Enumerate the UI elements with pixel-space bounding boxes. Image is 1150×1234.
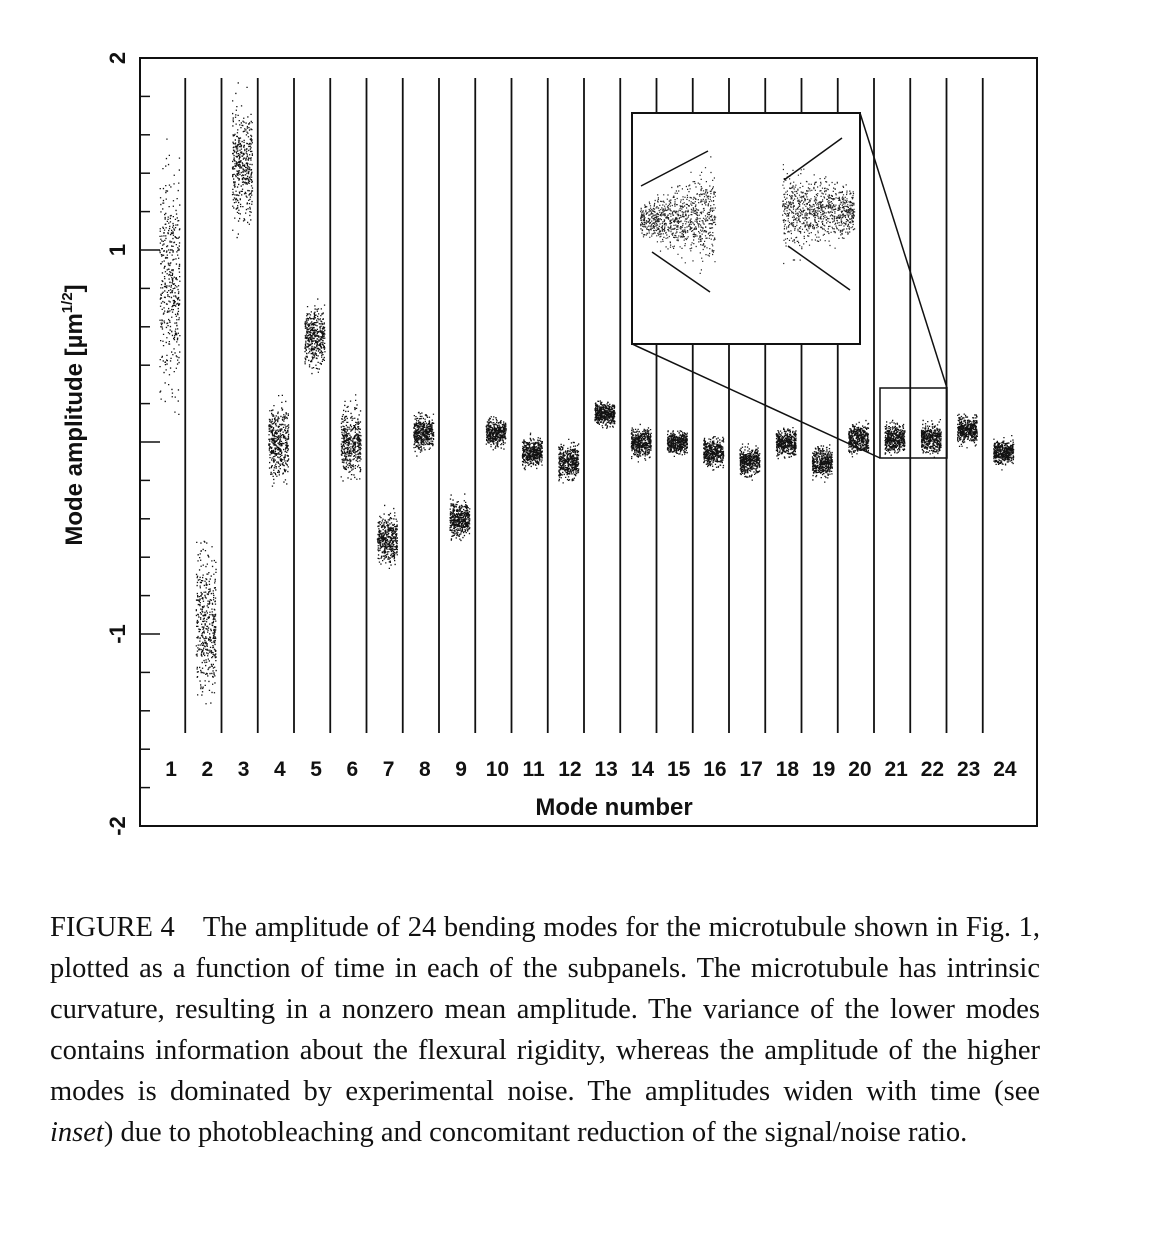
y-tick-label: -1 xyxy=(105,624,130,644)
inset-envelope-line xyxy=(783,137,843,181)
mode-20-points xyxy=(848,419,870,458)
inset-source-box xyxy=(879,387,948,459)
mode-14-points xyxy=(630,423,652,463)
x-tick-label: 7 xyxy=(383,758,395,781)
x-tick-label: 17 xyxy=(739,758,762,781)
inset-points xyxy=(640,156,856,274)
mode-23-points xyxy=(957,413,978,449)
caption-italic: inset xyxy=(50,1116,104,1148)
mode-11-points xyxy=(521,432,543,471)
mode-3-points xyxy=(231,82,254,239)
y-tick-label: -2 xyxy=(105,816,130,836)
caption-text: The amplitude of 24 bending modes for th… xyxy=(50,911,1040,1107)
x-tick-label: 6 xyxy=(347,758,359,781)
x-tick-label: 14 xyxy=(631,758,655,781)
mode-13-points xyxy=(594,400,616,429)
mode-2-points xyxy=(195,540,217,705)
mode-19-points xyxy=(811,444,834,483)
x-tick-label: 5 xyxy=(310,758,322,781)
mode-17-points xyxy=(739,443,761,481)
x-tick-label: 15 xyxy=(667,758,691,781)
x-tick-label: 20 xyxy=(848,758,871,781)
x-tick-label: 13 xyxy=(594,758,617,781)
mode-1-points xyxy=(159,138,181,415)
chart: -2-112 1 2 3 4 5 6 7 8 9 10 11 12 13 14 15 16 17 18 19 20 21… xyxy=(59,52,1038,836)
mode-10-points xyxy=(485,416,507,451)
x-tick-label: 12 xyxy=(558,758,581,781)
x-tick-label: 23 xyxy=(957,758,980,781)
scatter-points xyxy=(159,82,1015,705)
mode-22-points xyxy=(920,419,942,458)
figure: -2 -1 1 2 1 2 3 4 5 6 7 8 9 10 11 12 13 14 15 16 17 18 19 20 21… xyxy=(59,52,1038,836)
mode-21-points xyxy=(884,419,906,456)
x-tick-label: 8 xyxy=(419,758,431,781)
mode-8-points xyxy=(413,411,435,457)
mode-18-points xyxy=(775,427,797,460)
x-tick-label: 18 xyxy=(776,758,800,781)
mode-6-points xyxy=(340,394,362,482)
x-tick-label: 3 xyxy=(238,758,250,781)
caption-text-end: ) due to photobleaching and concomitant … xyxy=(103,1116,968,1148)
inset-connector xyxy=(859,112,948,389)
inset-frame xyxy=(631,112,861,345)
mode-5-points xyxy=(304,298,326,375)
x-tick-labels: 1 2 3 4 5 6 7 8 9 10 11 12 13 14 15 16 17 18 19 20 21 22 23 24 xyxy=(165,758,1017,781)
x-tick-label: 11 xyxy=(523,758,546,781)
y-tick-label: 2 xyxy=(105,52,130,64)
y-axis-label: Mode amplitude [µm1/2] xyxy=(59,284,88,545)
inset-connector xyxy=(631,343,881,459)
y-axis: -2 -1 1 2 xyxy=(105,52,160,836)
mode-24-points xyxy=(993,435,1015,471)
x-tick-label: 2 xyxy=(202,758,214,781)
x-tick-label: 24 xyxy=(993,758,1017,781)
y-tick-label: 1 xyxy=(105,244,130,256)
mode-16-points xyxy=(703,436,725,471)
inset xyxy=(631,112,948,459)
x-tick-label: 21 xyxy=(884,758,908,781)
x-tick-label: 19 xyxy=(812,758,835,781)
mode-9-points xyxy=(449,493,471,542)
x-tick-label: 16 xyxy=(703,758,726,781)
x-tick-label: 22 xyxy=(921,758,944,781)
inset-envelope-line xyxy=(640,150,709,187)
inset-envelope-line xyxy=(787,245,851,291)
x-tick-label: 1 xyxy=(165,758,177,781)
x-axis-label: Mode number xyxy=(535,794,692,821)
mode-15-points xyxy=(666,430,688,457)
x-tick-label: 10 xyxy=(486,758,509,781)
mode-7-points xyxy=(376,504,398,569)
figure-label: FIGURE 4 xyxy=(50,911,175,943)
x-tick-label: 4 xyxy=(274,758,286,781)
mode-4-points xyxy=(268,394,290,487)
inset-scatter xyxy=(640,156,856,274)
figure-caption: FIGURE 4 The amplitude of 24 bending mode… xyxy=(50,907,1040,1153)
mode-12-points xyxy=(558,438,580,484)
inset-envelope-line xyxy=(651,251,711,293)
panel-dividers xyxy=(184,78,984,733)
x-tick-label: 9 xyxy=(455,758,467,781)
